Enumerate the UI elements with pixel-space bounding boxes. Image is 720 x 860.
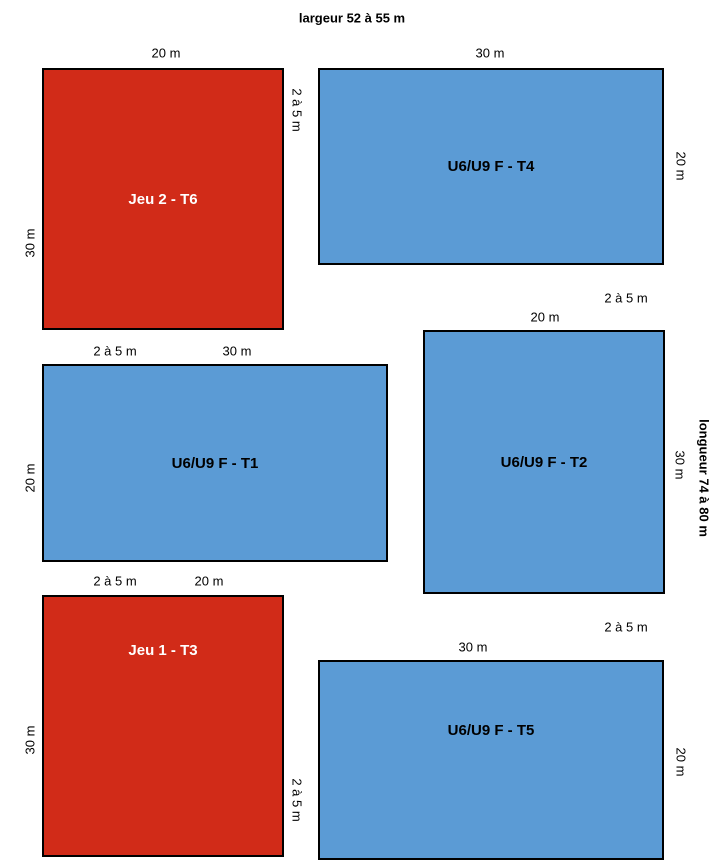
gap-t6-t1-label: 2 à 5 m xyxy=(93,343,137,359)
overall-width-label: largeur 52 à 55 m xyxy=(298,10,406,26)
t1-height-label: 20 m xyxy=(22,463,38,493)
gap-t1-t3-label: 2 à 5 m xyxy=(93,573,137,589)
gap-t3-t5-label: 2 à 5 m xyxy=(289,778,305,822)
field-u6u9-t5: U6/U9 F - T5 xyxy=(318,660,664,860)
field-u6u9-t4: U6/U9 F - T4 xyxy=(318,68,664,265)
field-u6u9-t2: U6/U9 F - T2 xyxy=(423,330,665,594)
field-u6u9-t1: U6/U9 F - T1 xyxy=(42,364,388,562)
t5-width-label: 30 m xyxy=(458,639,488,655)
gap-t4-t2-label: 2 à 5 m xyxy=(604,290,648,306)
t4-height-label: 20 m xyxy=(673,151,689,181)
gap-t2-t5-label: 2 à 5 m xyxy=(604,619,648,635)
t5-height-label: 20 m xyxy=(673,747,689,777)
t4-width-label: 30 m xyxy=(475,45,505,61)
field-jeu1-t3: Jeu 1 - T3 xyxy=(42,595,284,857)
t6-height-label: 30 m xyxy=(22,228,38,258)
t6-width-label: 20 m xyxy=(151,45,181,61)
field-label-t2: U6/U9 F - T2 xyxy=(500,453,588,471)
t3-height-label: 30 m xyxy=(22,725,38,755)
field-jeu2-t6: Jeu 2 - T6 xyxy=(42,68,284,330)
t2-height-label: 30 m xyxy=(672,450,688,480)
field-label-t4: U6/U9 F - T4 xyxy=(447,158,535,175)
field-label-t5: U6/U9 F - T5 xyxy=(447,721,535,739)
field-label-t6: Jeu 2 - T6 xyxy=(128,190,198,208)
field-label-t3: Jeu 1 - T3 xyxy=(128,641,198,659)
t3-width-label: 20 m xyxy=(194,573,224,589)
field-label-t1: U6/U9 F - T1 xyxy=(171,454,259,472)
t2-width-label: 20 m xyxy=(530,309,560,325)
overall-length-label: longueur 74 à 80 m xyxy=(696,419,712,537)
t1-width-label: 30 m xyxy=(222,343,252,359)
gap-t6-t4-label: 2 à 5 m xyxy=(289,88,305,132)
